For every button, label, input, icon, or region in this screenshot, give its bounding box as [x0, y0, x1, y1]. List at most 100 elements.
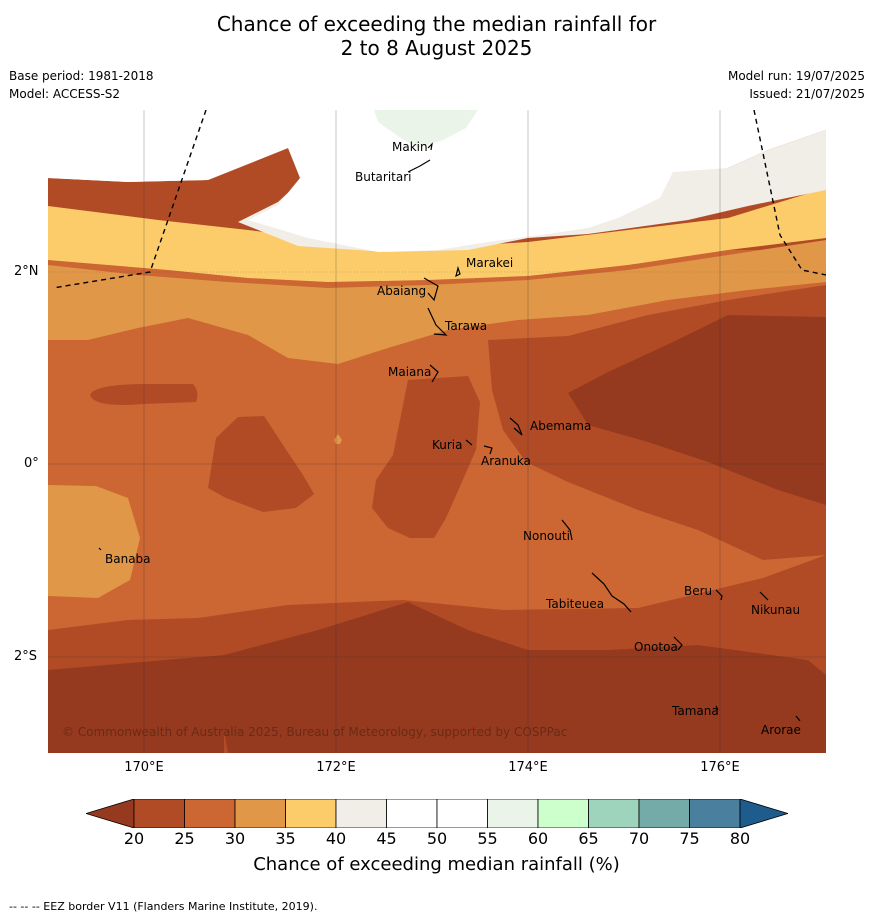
nonouti-outline: [561, 519, 573, 541]
colorbar-cell: [285, 799, 337, 828]
aranuka-outline: [483, 445, 493, 455]
eez-footnote: -- -- -- EEZ border V11 (Flanders Marine…: [9, 900, 318, 913]
zone-20-25-blob-mid: [208, 416, 314, 512]
island-label-arorae: Arorae: [761, 723, 801, 737]
copyright-notice: © Commonwealth of Australia 2025, Bureau…: [62, 725, 567, 739]
island-label-banaba: Banaba: [105, 552, 151, 566]
colorbar-tick-label: 75: [679, 829, 700, 848]
arorae-outline: [795, 715, 801, 722]
colorbar-cell: [537, 799, 589, 828]
kuria-outline: [465, 439, 473, 446]
island-label-marakei: Marakei: [466, 256, 513, 270]
island-label-abemama: Abemama: [530, 419, 591, 433]
colorbar-cell: [234, 799, 286, 828]
base-period: Base period: 1981-2018: [9, 69, 154, 83]
zone-55-60: [374, 110, 478, 148]
tarawa-outline: [427, 307, 448, 336]
colorbar-cell: [487, 799, 539, 828]
colorbar-tick-label: 40: [325, 829, 347, 848]
zone-20-25-blob-centre: [372, 376, 480, 538]
colorbar-tick-label: 35: [275, 829, 296, 848]
colorbar-tick-label: 70: [628, 829, 650, 848]
map-title: Chance of exceeding the median rainfall …: [0, 12, 873, 60]
rainfall-map: Makin Butaritari Marakei Abaiang Tarawa …: [48, 110, 826, 753]
model-run: Model run: 19/07/2025: [727, 69, 865, 83]
meta-left: Base period: 1981-2018 Model: ACCESS-S2: [9, 67, 154, 103]
banaba-outline: [98, 547, 102, 551]
island-label-beru: Beru: [684, 584, 712, 598]
eez-east: [753, 110, 826, 276]
colorbar-tick-label: 20: [123, 829, 145, 848]
zone-15-20-south: [224, 602, 826, 753]
island-label-maiana: Maiana: [388, 365, 431, 379]
colorbar-tick-label: 80: [729, 829, 751, 848]
model-name: Model: ACCESS-S2: [9, 87, 121, 101]
zone-30-35-banaba: [48, 485, 140, 598]
colorbar-label: Chance of exceeding median rainfall (%): [253, 854, 620, 875]
makin-outline: [427, 142, 433, 151]
colorbar-cell: [689, 799, 741, 828]
colorbar-extend-low: [86, 799, 135, 828]
eez-west: [52, 110, 207, 289]
island-label-kuria: Kuria: [432, 438, 463, 452]
colorbar-cells: [86, 799, 788, 828]
colorbar-cell: [588, 799, 640, 828]
colorbar-tick-label: 30: [224, 829, 246, 848]
lon-label-170e: 170°E: [124, 760, 164, 775]
colorbar: [86, 799, 788, 828]
meta-right: Model run: 19/07/2025 Issued: 21/07/2025: [728, 67, 865, 103]
island-label-butaritari: Butaritari: [355, 170, 412, 184]
butaritari-outline: [407, 159, 431, 173]
colorbar-cell: [638, 799, 690, 828]
beru-outline: [715, 589, 723, 601]
zone-15-20-sw: [48, 655, 224, 753]
island-label-tarawa: Tarawa: [444, 319, 487, 333]
colorbar-cell: [386, 799, 438, 828]
island-outlines: [98, 142, 801, 722]
colorbar-tick-label: 45: [376, 829, 397, 848]
colorbar-cell: [184, 799, 236, 828]
colorbar-tick-label: 50: [426, 829, 448, 848]
colorbar-tick-label: 25: [174, 829, 195, 848]
lon-label-174e: 174°E: [508, 760, 548, 775]
lat-label-0: 0°: [24, 456, 39, 471]
colorbar-tick-label: 55: [477, 829, 498, 848]
gridlines: [48, 110, 826, 753]
zone-35-40: [48, 188, 826, 282]
colorbar-cell: [436, 799, 488, 828]
colorbar-cell: [335, 799, 387, 828]
zone-45-55: [48, 110, 826, 252]
zone-20-25-blob-west: [90, 384, 198, 405]
colorbar-extend-high: [739, 799, 788, 828]
island-label-aranuka: Aranuka: [481, 454, 531, 468]
zone-30-35-north: [48, 240, 826, 364]
colorbar-cell: [133, 799, 185, 828]
title-line-1: Chance of exceeding the median rainfall …: [216, 12, 657, 36]
island-label-onotoa: Onotoa: [634, 640, 678, 654]
island-label-nikunau: Nikunau: [751, 603, 800, 617]
lat-label-2n: 2°N: [14, 264, 39, 279]
abemama-outline: [509, 417, 523, 436]
island-label-tamana: Tamana: [671, 704, 719, 718]
title-line-2: 2 to 8 August 2025: [340, 36, 533, 60]
island-labels: Makin Butaritari Marakei Abaiang Tarawa …: [105, 140, 801, 737]
island-label-makin: Makin: [392, 140, 428, 154]
marakei-outline: [455, 265, 461, 278]
issued-date: Issued: 21/07/2025: [749, 87, 865, 101]
zone-15-20-east: [568, 315, 826, 505]
onotoa-outline: [673, 636, 683, 651]
lon-label-172e: 172°E: [316, 760, 356, 775]
tamana-outline: [715, 705, 719, 711]
colorbar-tick-label: 65: [578, 829, 599, 848]
lon-label-176e: 176°E: [700, 760, 740, 775]
eez-borders: [52, 110, 826, 289]
nikunau-outline: [759, 591, 769, 601]
island-label-abaiang: Abaiang: [377, 284, 426, 298]
island-label-tabiteuea: Tabiteuea: [545, 597, 604, 611]
maiana-outline: [429, 364, 439, 383]
tabiteuea-outline: [591, 572, 632, 613]
colorbar-tick-label: 60: [527, 829, 549, 848]
zone-30-35-spot: [334, 434, 342, 444]
abaiang-outline: [423, 277, 439, 302]
lat-label-2s: 2°S: [14, 649, 38, 664]
